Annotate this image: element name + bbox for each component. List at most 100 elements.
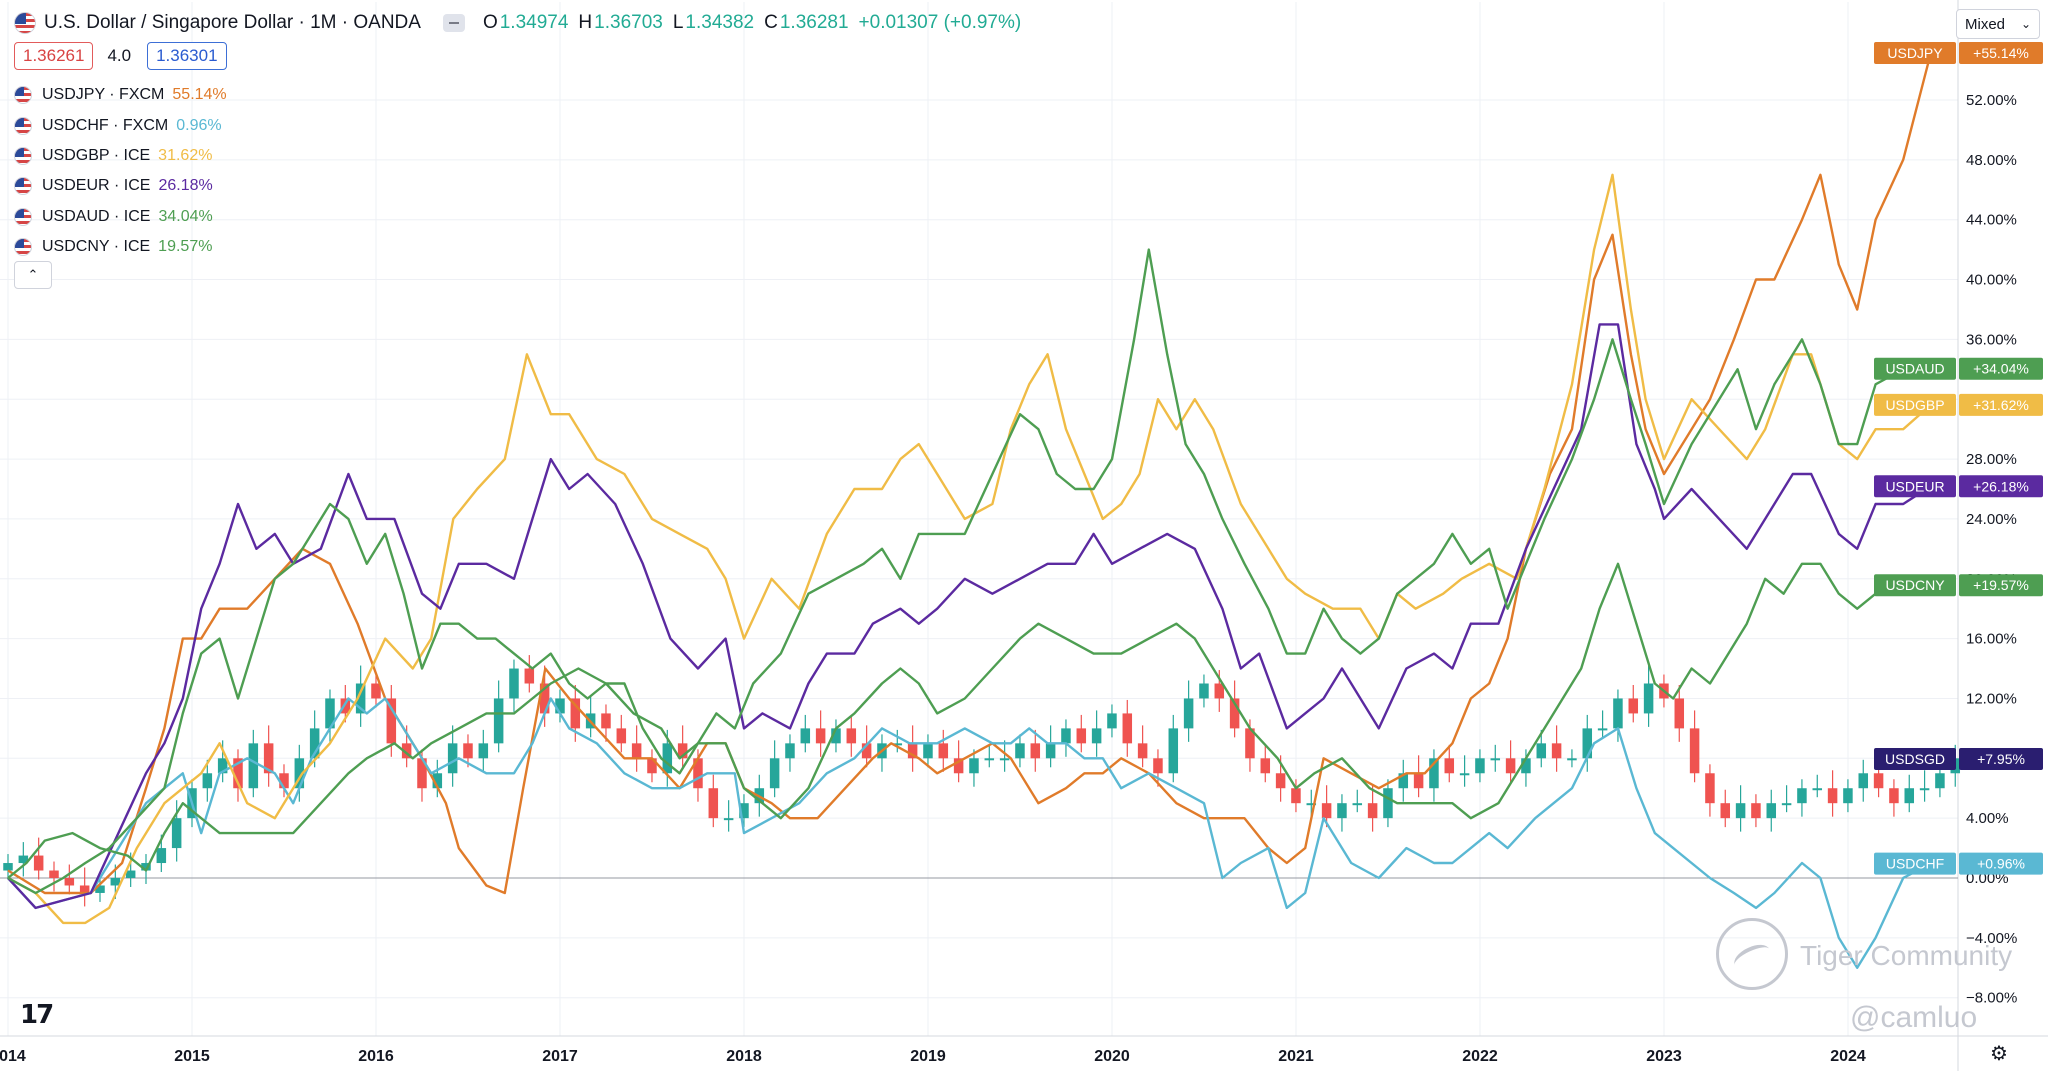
candle-body (616, 728, 627, 744)
badge-value-label: +31.62% (1973, 397, 2029, 413)
scale-mode-select[interactable]: Mixed ⌄ (1956, 9, 2040, 39)
x-tick-label: 2023 (1646, 1048, 1682, 1065)
candle-body (815, 728, 826, 744)
badge-symbol-label: USDGBP (1885, 397, 1944, 413)
legend-item-usdcny[interactable]: USDCNY · ICE 19.57% (14, 232, 227, 262)
candle-body (141, 863, 151, 871)
candle-body (263, 743, 274, 774)
candle-body (769, 758, 780, 789)
candle-body (1383, 788, 1393, 819)
candle-body (1766, 803, 1777, 819)
legend-item-usdaud[interactable]: USDAUD · ICE 34.04% (14, 202, 227, 232)
collapse-legend-button[interactable]: ⌃ (14, 261, 52, 289)
series-line-usdaud (7, 248, 1931, 895)
candle-body (1582, 728, 1593, 759)
series-line-usdcny (7, 562, 1932, 879)
x-tick-label: 2015 (174, 1048, 210, 1065)
candle-body (1843, 788, 1853, 804)
legend-value: 26.18% (158, 177, 213, 195)
y-tick-label: −4.00% (1966, 930, 2017, 947)
candle-body (33, 855, 44, 871)
candle-body (1107, 713, 1117, 729)
badge-symbol-bg (1874, 574, 1956, 597)
settings-gear-icon[interactable]: ⚙ (1990, 1043, 2008, 1065)
legend-value: 55.14% (172, 86, 227, 104)
x-tick-label: 2017 (542, 1048, 578, 1065)
ohlc-low-value: 1.34382 (685, 12, 755, 33)
candle-body (1061, 728, 1071, 744)
candle-body (509, 668, 519, 699)
buy-price-button[interactable]: 1.36301 (147, 42, 227, 70)
ohlc-open-label: O (482, 12, 498, 33)
candle-body (478, 743, 489, 759)
time-scale[interactable]: 2014 2015 2016 2017 2018 2019 2020 2021 2022 2023… (0, 1048, 1866, 1065)
x-tick-label: 2014 (0, 1048, 26, 1065)
last-value-badges: USDJPY +55.14% USDCHF +0.96% USDGBP +31.62% US… (1874, 42, 2043, 875)
badge-value-label: +34.04% (1973, 361, 2029, 377)
badge-value-label: +0.96% (1977, 856, 2025, 872)
candle-body (1827, 788, 1838, 804)
badge-symbol-bg (1874, 748, 1956, 771)
candle-body (64, 878, 75, 886)
candle-body (1505, 758, 1516, 774)
badge-value-label: +7.95% (1977, 751, 2025, 767)
legend-item-usdchf[interactable]: USDCHF · FXCM 0.96% (14, 110, 227, 140)
legend-value: 34.04% (158, 207, 213, 225)
candle-body (1153, 758, 1163, 774)
candle-body (1643, 683, 1654, 714)
y-tick-label: 52.00% (1966, 92, 2017, 109)
candle-body (1904, 788, 1915, 804)
legend-symbol: USDJPY · FXCM (42, 86, 165, 104)
candle-body (1337, 803, 1347, 819)
candle-body (1551, 743, 1562, 759)
legend-symbol: USDGBP · ICE (42, 146, 151, 164)
candle-body (1873, 773, 1884, 789)
candle-body (1030, 743, 1041, 759)
y-tick-label: −8.00% (1966, 990, 2017, 1007)
candle-body (1321, 803, 1332, 819)
candle-body (1521, 758, 1531, 774)
flag-icon (14, 12, 36, 34)
candle-body (1352, 803, 1363, 806)
candle-body (1091, 728, 1102, 744)
candle-body (1490, 758, 1501, 761)
candle-body (1429, 758, 1439, 789)
candle-body (325, 698, 335, 729)
candle-body (1889, 788, 1899, 804)
candle-body (3, 863, 13, 871)
tradingview-logo-icon[interactable]: 17 (20, 1000, 54, 1030)
legend-item-usdeur[interactable]: USDEUR · ICE 26.18% (14, 171, 227, 201)
badge-symbol-bg (1874, 42, 1956, 65)
candle-body (171, 818, 182, 849)
candle-body (907, 743, 918, 759)
badge-symbol-label: USDCNY (1885, 577, 1945, 593)
legend-item-usdjpy[interactable]: USDJPY · FXCM 55.14% (14, 80, 227, 110)
candle-body (49, 870, 59, 878)
candle-body (79, 885, 90, 893)
candle-body (677, 743, 688, 759)
candle-body (1306, 803, 1317, 806)
x-tick-label: 2016 (358, 1048, 394, 1065)
chevron-down-icon: ⌄ (2020, 17, 2031, 31)
ohlc-open-value: 1.34974 (499, 12, 569, 33)
candle-body (1444, 758, 1455, 774)
hide-indicators-button[interactable] (442, 14, 465, 32)
candle-body (647, 758, 657, 774)
candle-body (1705, 773, 1715, 804)
legend-value: 0.96% (176, 116, 222, 134)
badge-value-label: +19.57% (1973, 577, 2029, 593)
legend-item-usdgbp[interactable]: USDGBP · ICE 31.62% (14, 141, 227, 171)
candle-body (1015, 743, 1025, 759)
flag-icon (14, 207, 32, 226)
candle-body (1536, 743, 1547, 759)
symbol-title[interactable]: U.S. Dollar / Singapore Dollar · 1M · OA… (44, 12, 421, 33)
candle-body (1275, 773, 1286, 789)
candle-body (309, 728, 320, 759)
sell-price-button[interactable]: 1.36261 (14, 42, 94, 70)
candle-body (1045, 743, 1056, 759)
scale-mode-label: Mixed (1965, 15, 2006, 33)
legend-value: 31.62% (158, 146, 213, 164)
candle-body (861, 743, 872, 759)
